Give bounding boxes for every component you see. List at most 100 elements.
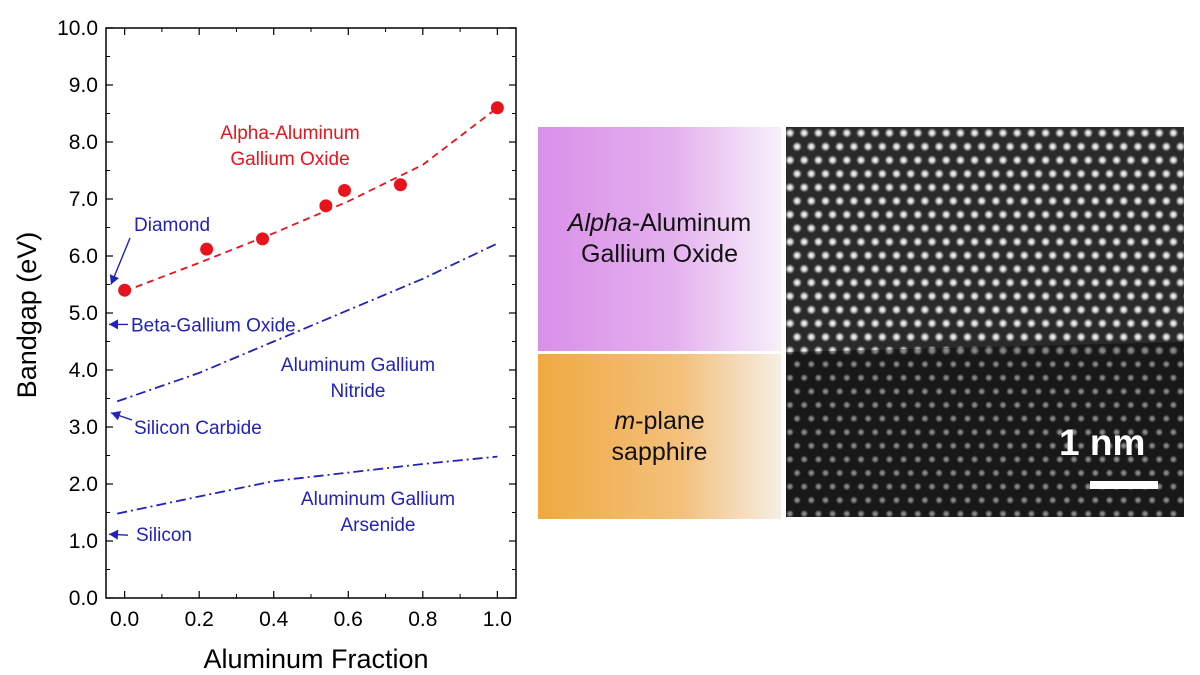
atom-column	[1068, 155, 1080, 166]
atom-column	[920, 441, 930, 450]
atom-column	[934, 360, 944, 369]
atom-column	[1069, 482, 1079, 491]
atom-column	[962, 195, 973, 207]
atom-column	[855, 263, 867, 275]
atom-column	[919, 304, 931, 315]
scale-bar-label: 1 nm	[1059, 422, 1146, 463]
atom-column	[1168, 182, 1179, 193]
atom-column	[1169, 482, 1178, 491]
data-point	[393, 178, 407, 192]
atom-column	[1091, 441, 1100, 450]
atom-column	[1125, 318, 1136, 329]
atom-column	[806, 250, 817, 261]
atom-column	[1019, 304, 1030, 315]
atom-column	[977, 414, 986, 423]
atom-column	[813, 345, 824, 356]
atom-column	[1139, 127, 1151, 139]
atom-column	[792, 387, 802, 396]
x-tick-label: 0.4	[259, 608, 289, 631]
atom-column	[870, 182, 881, 193]
atom-column	[856, 400, 866, 410]
atom-column	[976, 141, 987, 152]
atom-column	[884, 236, 895, 247]
atom-column	[905, 250, 916, 261]
atom-column	[1154, 127, 1165, 139]
atom-column	[898, 291, 909, 302]
atom-column	[855, 182, 867, 193]
atom-column	[1176, 496, 1184, 505]
atom-column	[1091, 360, 1100, 369]
atom-column	[1168, 318, 1179, 329]
atom-column	[1104, 250, 1115, 261]
atom-column	[976, 168, 987, 179]
atom-column	[1146, 141, 1158, 152]
atom-column	[1061, 331, 1073, 343]
atom-column	[834, 168, 845, 179]
atom-column	[870, 263, 881, 275]
atom-column	[963, 360, 972, 369]
atom-column	[806, 304, 817, 315]
atom-column	[1104, 304, 1115, 315]
atom-column	[1005, 496, 1015, 505]
atom-column	[1154, 155, 1165, 166]
atom-column	[862, 168, 874, 179]
atom-column	[1068, 209, 1080, 220]
atom-column	[841, 127, 852, 139]
atom-column	[948, 250, 959, 261]
atom-column	[849, 414, 859, 423]
atom-column	[1104, 277, 1115, 288]
atom-column	[962, 250, 973, 261]
atom-column	[899, 428, 908, 437]
atom-column	[913, 373, 922, 382]
atom-column	[891, 223, 902, 234]
atom-column	[969, 209, 980, 220]
atom-column	[855, 127, 867, 139]
atom-column	[1112, 428, 1121, 437]
atom-column	[786, 127, 796, 139]
atom-column	[1048, 387, 1057, 396]
atom-column	[1033, 195, 1044, 207]
atom-column	[1012, 291, 1023, 302]
atom-column	[1005, 441, 1015, 450]
atom-column	[948, 277, 959, 288]
atom-column	[806, 141, 817, 152]
atom-column	[835, 496, 844, 505]
atom-column	[898, 182, 909, 193]
atom-column	[1183, 402, 1184, 408]
atom-column	[863, 468, 873, 478]
atom-column	[1075, 223, 1087, 234]
atom-column	[1140, 428, 1150, 437]
atom-column	[1133, 441, 1143, 450]
atom-column	[814, 373, 823, 382]
atom-column	[799, 182, 810, 193]
atom-column	[1133, 360, 1143, 369]
data-point	[118, 283, 132, 297]
atom-column	[1111, 345, 1122, 356]
atom-column	[1097, 318, 1108, 329]
atom-column	[942, 428, 951, 437]
atom-column	[1013, 509, 1022, 517]
atom-column	[891, 195, 902, 207]
atom-column	[1154, 263, 1165, 275]
atom-column	[799, 291, 810, 302]
atom-column	[1061, 277, 1073, 288]
atom-column	[842, 455, 851, 464]
atom-column	[814, 400, 823, 410]
atom-column	[786, 182, 796, 193]
atom-column	[1182, 183, 1184, 192]
atom-column	[991, 468, 1001, 478]
atom-column	[1013, 455, 1022, 464]
atom-column	[905, 168, 916, 179]
atom-column	[1111, 209, 1122, 220]
atom-column	[828, 455, 837, 464]
atom-column	[1048, 360, 1057, 369]
atom-column	[1175, 195, 1184, 207]
atom-column	[799, 209, 810, 220]
atom-column	[1161, 168, 1172, 179]
atom-column	[856, 482, 866, 491]
atom-column	[841, 236, 852, 247]
atom-column	[949, 387, 958, 396]
atom-column	[1004, 250, 1016, 261]
atom-column	[891, 331, 902, 343]
atom-column	[1105, 496, 1114, 505]
